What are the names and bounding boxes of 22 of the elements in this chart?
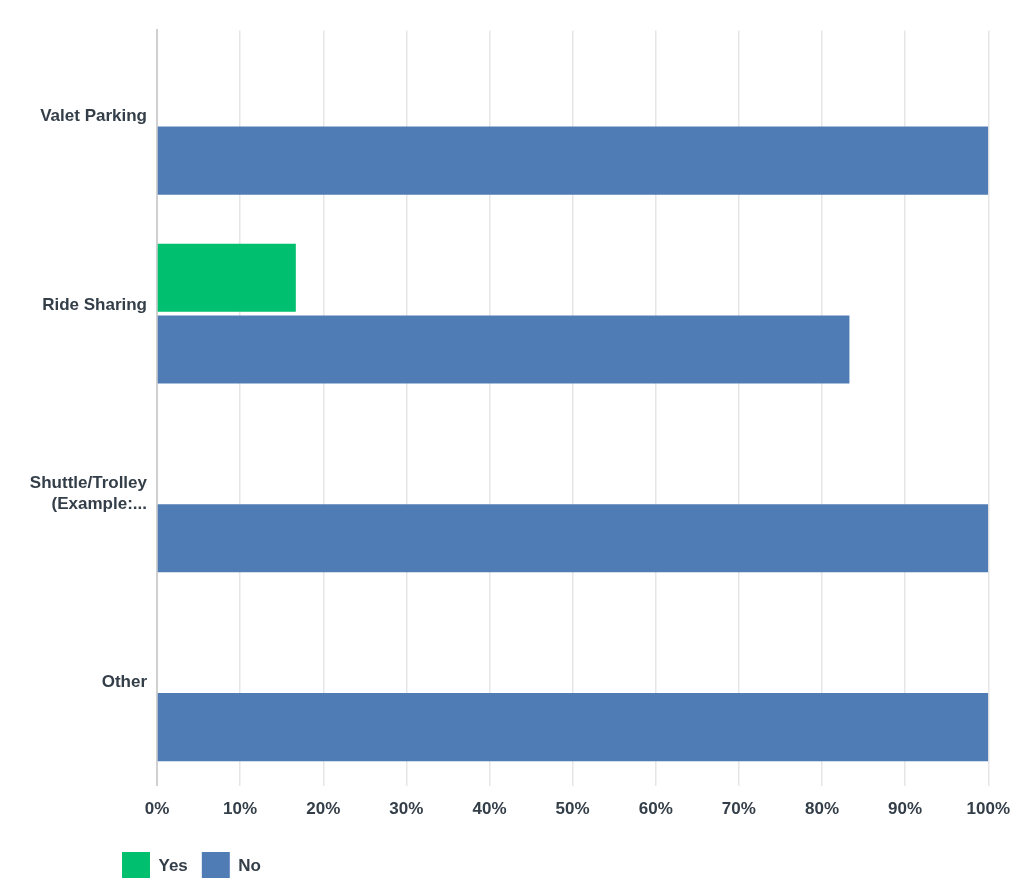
x-tick-label: 60%: [638, 799, 673, 819]
x-tick-label: 10%: [223, 799, 258, 819]
bar: [157, 315, 850, 384]
y-tick-label: Valet Parking: [40, 105, 147, 125]
x-tick-label: 90%: [888, 799, 923, 819]
x-tick-label: 100%: [966, 799, 1010, 819]
x-tick-label: 20%: [306, 799, 341, 819]
legend-label: No: [238, 855, 261, 875]
bar: [157, 692, 989, 762]
x-tick-label: 30%: [389, 799, 424, 819]
y-tick-label: Shuttle/Trolley (Example:...: [29, 473, 148, 513]
x-tick-label: 80%: [804, 799, 840, 819]
y-tick-label: Ride Sharing: [42, 294, 147, 314]
bar: [157, 504, 989, 573]
legend-label: Yes: [158, 855, 188, 875]
x-tick-label: 70%: [721, 799, 756, 819]
x-tick-label: 50%: [555, 799, 590, 819]
x-tick-label: 0%: [144, 799, 170, 819]
bar: [157, 243, 296, 312]
bar: [157, 126, 989, 195]
x-tick-label: 40%: [472, 799, 507, 819]
y-tick-label: Other: [101, 672, 148, 692]
